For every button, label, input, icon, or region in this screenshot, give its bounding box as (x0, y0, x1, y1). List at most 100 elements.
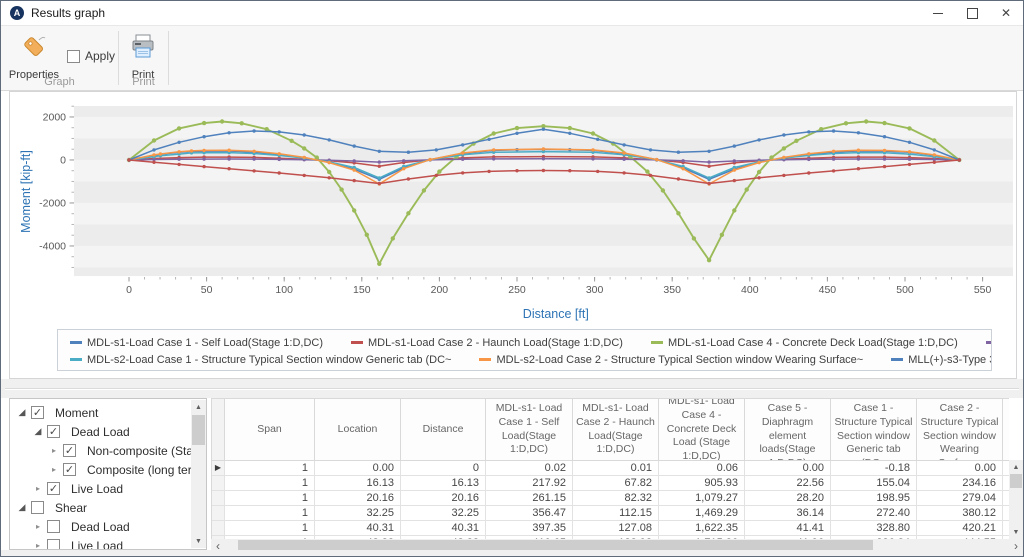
table-cell[interactable]: 40.31 (401, 521, 486, 536)
table-cell[interactable]: 28.20 (745, 491, 831, 506)
scroll-down-icon[interactable]: ▼ (1012, 528, 1020, 536)
apply-checkbox-box[interactable] (67, 49, 80, 63)
table-cell[interactable]: 16.13 (315, 476, 401, 491)
table-cell[interactable]: 32.25 (401, 506, 486, 521)
expand-icon[interactable]: ▸ (51, 446, 56, 455)
tree-checkbox[interactable] (47, 520, 60, 533)
table-cell[interactable] (1003, 506, 1009, 521)
tree-vertical-scrollbar[interactable]: ▲ ▼ (191, 400, 206, 548)
table-cell[interactable] (1003, 476, 1009, 491)
table-cell[interactable]: 16.13 (401, 476, 486, 491)
tree-item-non-composite-stage-1-[interactable]: ▸ ✓ Non-composite (Stage 1) (10, 441, 206, 460)
row-selector[interactable] (212, 476, 225, 491)
scroll-up-icon[interactable]: ▲ (195, 403, 202, 411)
table-cell[interactable] (1003, 491, 1009, 506)
table-cell[interactable]: 41.96 (745, 536, 831, 539)
horizontal-splitter[interactable] (1, 379, 1023, 398)
table-cell[interactable]: 198.95 (831, 491, 917, 506)
print-button[interactable]: Print (114, 32, 172, 81)
scroll-down-icon[interactable]: ▼ (195, 537, 202, 545)
tree-checkbox[interactable]: ✓ (47, 425, 60, 438)
table-cell[interactable]: 410.65 (486, 536, 573, 539)
table-vertical-scrollbar[interactable]: ▲ ▼ (1009, 460, 1023, 539)
table-cell[interactable]: 36.14 (745, 506, 831, 521)
expand-icon[interactable]: ▸ (35, 541, 40, 550)
apply-checkbox[interactable]: Apply (67, 49, 115, 63)
table-cell[interactable]: 261.15 (486, 491, 573, 506)
tree-checkbox[interactable]: ✓ (63, 463, 76, 476)
tree-item-live-load[interactable]: ▸ Live Load (10, 536, 190, 550)
row-selector[interactable]: ▶ (212, 461, 225, 476)
row-selector[interactable] (212, 506, 225, 521)
table-cell[interactable]: 132.92 (573, 536, 659, 539)
scroll-left-icon[interactable]: ‹ (216, 538, 220, 553)
tree-item-moment[interactable]: ◢ ✓ Moment (10, 403, 190, 422)
table-cell[interactable]: -0.18 (831, 461, 917, 476)
table-cell[interactable]: 48.38 (315, 536, 401, 539)
table-cell[interactable] (1003, 521, 1009, 536)
table-cell[interactable]: 48.38 (401, 536, 486, 539)
maximize-button[interactable] (955, 1, 989, 25)
minimize-button[interactable] (921, 1, 955, 25)
table-cell[interactable]: 67.82 (573, 476, 659, 491)
table-cell[interactable]: 32.25 (315, 506, 401, 521)
table-cell[interactable] (1003, 461, 1009, 476)
table-horizontal-scrollbar[interactable]: ‹ › (211, 539, 1023, 552)
table-cell[interactable] (1003, 536, 1009, 539)
table-cell[interactable]: 0.02 (486, 461, 573, 476)
close-button[interactable]: ✕ (989, 1, 1023, 25)
table-cell[interactable]: 1,715.26 (659, 536, 745, 539)
expand-icon[interactable]: ▸ (51, 465, 56, 474)
table-cell[interactable]: 0.00 (917, 461, 1003, 476)
table-cell[interactable]: 20.16 (315, 491, 401, 506)
tree-item-composite-long-term-stage-2-[interactable]: ▸ ✓ Composite (long term) (Stage 2) (10, 460, 206, 479)
tree-item-dead-load[interactable]: ▸ Dead Load (10, 517, 190, 536)
table-cell[interactable]: 420.21 (917, 521, 1003, 536)
expand-icon[interactable]: ▸ (35, 484, 40, 493)
table-cell[interactable]: 336.24 (831, 536, 917, 539)
table-cell[interactable]: 1 (225, 476, 315, 491)
tree-scroll-thumb[interactable] (192, 415, 205, 445)
table-cell[interactable]: 0 (401, 461, 486, 476)
table-cell[interactable]: 234.16 (917, 476, 1003, 491)
table-vscroll-thumb[interactable] (1010, 474, 1022, 488)
table-cell[interactable]: 155.04 (831, 476, 917, 491)
table-cell[interactable]: 279.04 (917, 491, 1003, 506)
table-cell[interactable]: 356.47 (486, 506, 573, 521)
row-selector[interactable] (212, 536, 225, 539)
table-cell[interactable]: 41.41 (745, 521, 831, 536)
table-cell[interactable]: 1 (225, 491, 315, 506)
table-cell[interactable]: 1,469.29 (659, 506, 745, 521)
table-cell[interactable]: 1 (225, 461, 315, 476)
properties-button[interactable]: Properties (5, 32, 63, 81)
tree-item-dead-load[interactable]: ◢ ✓ Dead Load (10, 422, 190, 441)
table-cell[interactable]: 1,622.35 (659, 521, 745, 536)
table-cell[interactable]: 397.35 (486, 521, 573, 536)
table-cell[interactable]: 1 (225, 536, 315, 539)
table-cell[interactable]: 272.40 (831, 506, 917, 521)
expand-icon[interactable]: ▸ (35, 522, 40, 531)
table-cell[interactable]: 0.00 (315, 461, 401, 476)
tree-checkbox[interactable]: ✓ (31, 406, 44, 419)
row-selector[interactable] (212, 521, 225, 536)
collapse-icon[interactable]: ◢ (18, 502, 26, 512)
tree-checkbox[interactable] (47, 539, 60, 549)
collapse-icon[interactable]: ◢ (34, 426, 42, 436)
table-cell[interactable]: 1 (225, 506, 315, 521)
scroll-right-icon[interactable]: › (1014, 538, 1018, 553)
table-cell[interactable]: 127.08 (573, 521, 659, 536)
scroll-up-icon[interactable]: ▲ (1012, 463, 1020, 471)
table-cell[interactable]: 40.31 (315, 521, 401, 536)
table-cell[interactable]: 22.56 (745, 476, 831, 491)
table-cell[interactable]: 380.12 (917, 506, 1003, 521)
tree-checkbox[interactable]: ✓ (63, 444, 76, 457)
table-cell[interactable]: 82.32 (573, 491, 659, 506)
row-selector[interactable] (212, 491, 225, 506)
tree-checkbox[interactable]: ✓ (47, 482, 60, 495)
table-cell[interactable]: 217.92 (486, 476, 573, 491)
tree-item-shear[interactable]: ◢ Shear (10, 498, 190, 517)
table-cell[interactable]: 905.93 (659, 476, 745, 491)
table-cell[interactable]: 328.80 (831, 521, 917, 536)
table-cell[interactable]: 1 (225, 521, 315, 536)
table-cell[interactable]: 20.16 (401, 491, 486, 506)
